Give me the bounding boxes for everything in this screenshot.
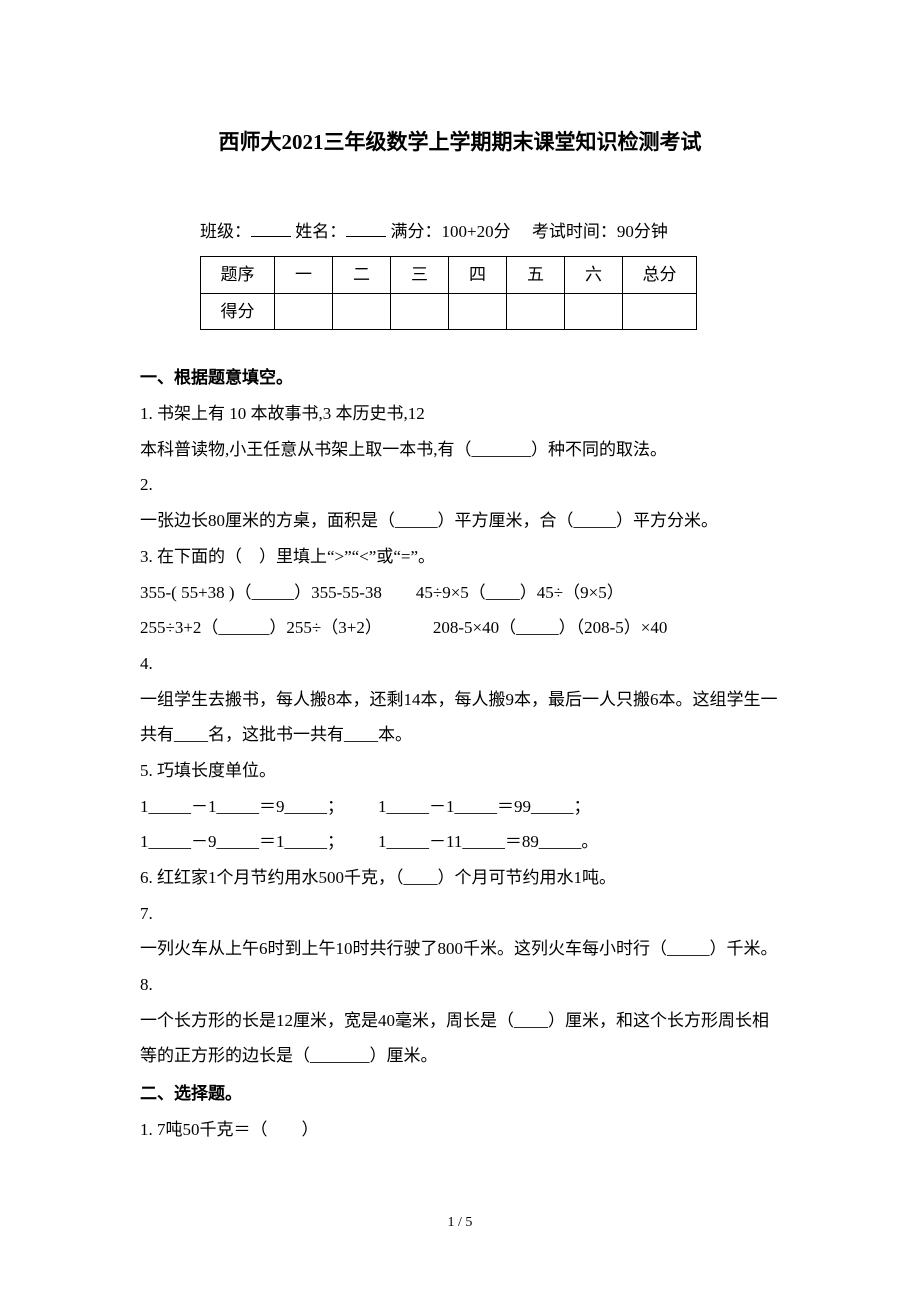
table-header-cell: 一 xyxy=(275,256,333,293)
name-blank xyxy=(346,220,386,237)
table-cell xyxy=(623,293,697,330)
question-3-line-a: 3. 在下面的（ ）里填上“>”“<”或“=”。 xyxy=(140,539,780,575)
table-cell xyxy=(565,293,623,330)
question-7-line-b: 一列火车从上午6时到上午10时共行驶了800千米。这列火车每小时行（_____）… xyxy=(140,931,780,967)
section-1-heading: 一、根据题意填空。 xyxy=(140,360,780,396)
class-blank xyxy=(251,220,291,237)
table-header-cell: 总分 xyxy=(623,256,697,293)
class-label: 班级： xyxy=(200,222,251,241)
time-label: 考试时间： xyxy=(532,222,617,241)
score-table: 题序 一 二 三 四 五 六 总分 得分 xyxy=(200,256,697,331)
question-1-line-a: 1. 书架上有 10 本故事书,3 本历史书,12 xyxy=(140,396,780,432)
table-header-cell: 题序 xyxy=(201,256,275,293)
question-2-line-a: 2. xyxy=(140,467,780,503)
table-row: 题序 一 二 三 四 五 六 总分 xyxy=(201,256,697,293)
full-score-label: 满分： xyxy=(391,222,442,241)
section-2-heading: 二、选择题。 xyxy=(140,1076,780,1112)
table-header-cell: 四 xyxy=(449,256,507,293)
question-4-line-b: 一组学生去搬书，每人搬8本，还剩14本，每人搬9本，最后一人只搬6本。这组学生一… xyxy=(140,682,780,753)
table-cell xyxy=(449,293,507,330)
question-3-line-c: 255÷3+2（______）255÷（3+2） 208-5×40（_____）… xyxy=(140,610,780,646)
question-1-line-b: 本科普读物,小王任意从书架上取一本书,有（_______）种不同的取法。 xyxy=(140,432,780,468)
page-number: 1 / 5 xyxy=(140,1208,780,1237)
exam-info-line: 班级： 姓名： 满分：100+20分 考试时间：90分钟 xyxy=(200,214,780,250)
question-5-line-b: 1_____－1_____＝9_____； 1_____－1_____＝99__… xyxy=(140,789,780,825)
table-header-cell: 三 xyxy=(391,256,449,293)
name-label: 姓名： xyxy=(295,222,346,241)
question-5-line-a: 5. 巧填长度单位。 xyxy=(140,753,780,789)
page-title: 西师大2021三年级数学上学期期末课堂知识检测考试 xyxy=(140,120,780,164)
table-cell xyxy=(391,293,449,330)
question-8-line-a: 8. xyxy=(140,967,780,1003)
table-header-cell: 五 xyxy=(507,256,565,293)
table-header-cell: 六 xyxy=(565,256,623,293)
full-score-value: 100+20分 xyxy=(442,222,511,241)
question-3-line-b: 355-( 55+38 )（_____）355-55-38 45÷9×5（___… xyxy=(140,575,780,611)
table-cell xyxy=(333,293,391,330)
question-4-line-a: 4. xyxy=(140,646,780,682)
table-cell xyxy=(507,293,565,330)
question-7-line-a: 7. xyxy=(140,896,780,932)
question-2-line-b: 一张边长80厘米的方桌，面积是（_____）平方厘米，合（_____）平方分米。 xyxy=(140,503,780,539)
time-value: 90分钟 xyxy=(617,222,668,241)
table-row: 得分 xyxy=(201,293,697,330)
question-8-line-b: 一个长方形的长是12厘米，宽是40毫米，周长是（____）厘米，和这个长方形周长… xyxy=(140,1003,780,1074)
table-cell: 得分 xyxy=(201,293,275,330)
table-cell xyxy=(275,293,333,330)
question-6: 6. 红红家1个月节约用水500千克，（____）个月可节约用水1吨。 xyxy=(140,860,780,896)
table-header-cell: 二 xyxy=(333,256,391,293)
question-5-line-c: 1_____－9_____＝1_____； 1_____－11_____＝89_… xyxy=(140,824,780,860)
section-2-question-1: 1. 7吨50千克＝（ ） xyxy=(140,1112,780,1148)
